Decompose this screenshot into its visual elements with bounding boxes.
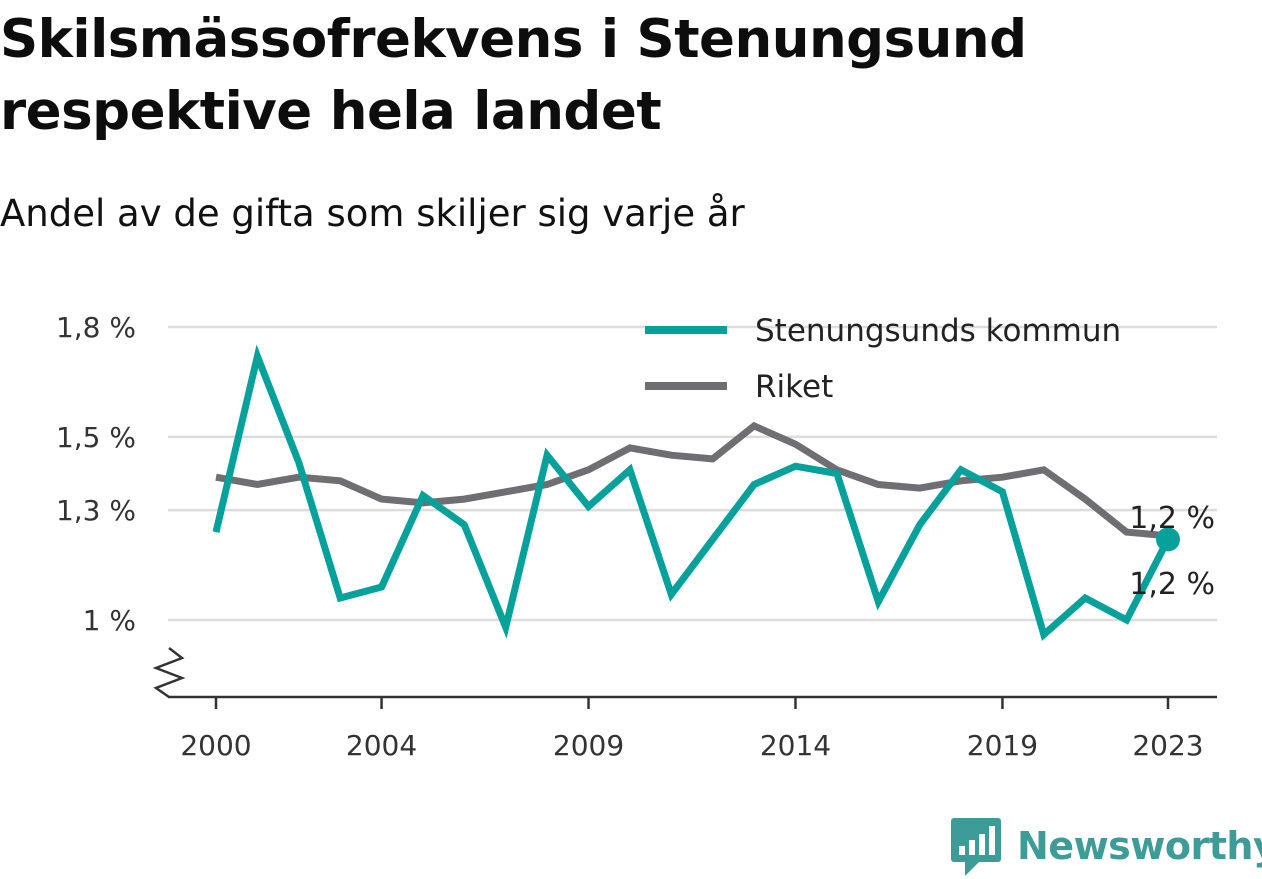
axis-break-icon [152, 647, 186, 699]
end-label: 1,2 % [1129, 567, 1215, 602]
series-lines [212, 344, 1180, 641]
legend: Stenungsunds kommun Riket [645, 313, 1121, 405]
grid-lines [168, 325, 1217, 622]
chart-subtitle: Andel av de gifta som skiljer sig varje … [0, 192, 745, 235]
y-tick-label: 1 % [83, 604, 136, 637]
x-tick-label: 2023 [1132, 729, 1203, 762]
y-axis: 1 % 1,3 % 1,5 % 1,8 % [56, 311, 186, 699]
series-line [212, 344, 1172, 641]
y-tick-label: 1,8 % [56, 311, 136, 344]
x-tick-label: 2019 [967, 729, 1038, 762]
x-tick-label: 2000 [180, 729, 251, 762]
y-tick-label: 1,3 % [56, 494, 136, 527]
x-tick-label: 2014 [760, 729, 831, 762]
series-line [215, 421, 1169, 540]
legend-label: Stenungsunds kommun [755, 313, 1121, 349]
series-end-marker [1156, 527, 1180, 552]
x-tick-label: 2004 [346, 729, 417, 762]
y-tick-label: 1,5 % [56, 421, 136, 454]
x-axis: 2000 2004 2009 2014 2019 2023 [168, 695, 1217, 762]
newsworthy-logo-icon [951, 818, 1001, 876]
end-labels: 1,2 % 1,2 % [1129, 501, 1215, 602]
end-label: 1,2 % [1129, 501, 1215, 536]
chart-title: Skilsmässofrekvens i Stenungsund respekt… [0, 9, 1027, 142]
line-chart: 1 %1,3 %1,5 %1,8 % 2000 2004 2009 2014 2019 2… [56, 311, 1217, 762]
legend-label: Riket [755, 369, 833, 405]
x-tick-label: 2009 [553, 729, 624, 762]
brand-name: Newsworthy [1017, 824, 1262, 868]
brand-logo: Newsworthy [951, 816, 1262, 876]
